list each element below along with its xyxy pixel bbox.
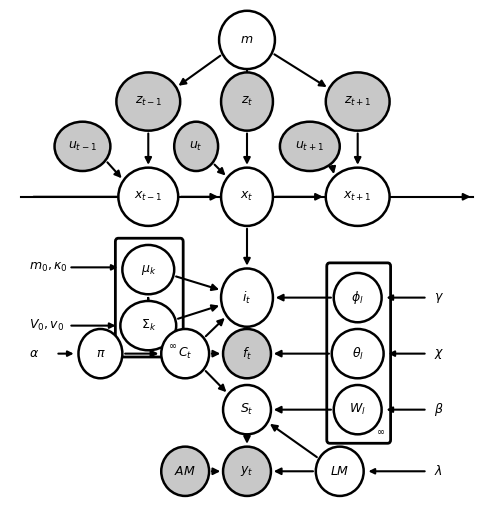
Ellipse shape	[117, 72, 180, 130]
Ellipse shape	[316, 447, 364, 496]
Text: $z_{t-1}$: $z_{t-1}$	[134, 95, 162, 108]
Text: $\beta$: $\beta$	[434, 401, 444, 418]
Text: $z_t$: $z_t$	[241, 95, 253, 108]
Text: $m_0, \kappa_0$: $m_0, \kappa_0$	[29, 261, 68, 274]
Ellipse shape	[326, 72, 390, 130]
Ellipse shape	[223, 329, 271, 378]
Text: $f_t$: $f_t$	[242, 346, 252, 362]
Text: $\infty$: $\infty$	[168, 340, 177, 350]
Text: $C_t$: $C_t$	[178, 346, 192, 361]
Ellipse shape	[334, 385, 382, 435]
Text: $i_t$: $i_t$	[243, 289, 251, 306]
Ellipse shape	[280, 121, 340, 171]
Ellipse shape	[161, 447, 209, 496]
FancyBboxPatch shape	[116, 238, 183, 357]
Text: $\lambda$: $\lambda$	[434, 464, 443, 478]
Text: $\chi$: $\chi$	[434, 347, 445, 361]
Ellipse shape	[334, 273, 382, 322]
FancyBboxPatch shape	[327, 263, 391, 444]
Text: $x_t$: $x_t$	[240, 190, 254, 203]
Text: $y_t$: $y_t$	[240, 464, 254, 478]
Ellipse shape	[223, 447, 271, 496]
Text: $x_{t-1}$: $x_{t-1}$	[134, 190, 163, 203]
Text: $V_0, v_0$: $V_0, v_0$	[29, 318, 64, 333]
Ellipse shape	[219, 11, 275, 69]
Ellipse shape	[221, 168, 273, 226]
Ellipse shape	[221, 72, 273, 130]
Text: $W_l$: $W_l$	[349, 402, 366, 417]
Ellipse shape	[161, 329, 209, 378]
Ellipse shape	[326, 168, 390, 226]
Ellipse shape	[119, 168, 178, 226]
Ellipse shape	[223, 385, 271, 435]
Text: $z_{t+1}$: $z_{t+1}$	[344, 95, 371, 108]
Ellipse shape	[54, 121, 110, 171]
Text: $AM$: $AM$	[174, 465, 196, 478]
Ellipse shape	[221, 268, 273, 327]
Text: $\alpha$: $\alpha$	[29, 347, 39, 360]
Text: $u_{t+1}$: $u_{t+1}$	[295, 140, 324, 153]
Text: $\infty$: $\infty$	[375, 427, 385, 437]
Ellipse shape	[121, 301, 176, 350]
Text: $\gamma$: $\gamma$	[434, 290, 445, 305]
Ellipse shape	[332, 329, 384, 378]
Ellipse shape	[174, 121, 218, 171]
Text: $\pi$: $\pi$	[95, 347, 105, 360]
Text: $LM$: $LM$	[330, 465, 349, 478]
Text: $S_t$: $S_t$	[240, 402, 254, 417]
Ellipse shape	[123, 245, 174, 294]
Text: $\Sigma_k$: $\Sigma_k$	[141, 318, 156, 333]
Ellipse shape	[79, 329, 123, 378]
Text: $\theta_l$: $\theta_l$	[352, 346, 364, 362]
Text: $u_t$: $u_t$	[189, 140, 203, 153]
Text: $u_{t-1}$: $u_{t-1}$	[68, 140, 97, 153]
Text: $\phi_l$: $\phi_l$	[351, 289, 364, 306]
Text: $x_{t+1}$: $x_{t+1}$	[343, 190, 372, 203]
Text: $\mu_k$: $\mu_k$	[140, 262, 156, 277]
Text: $m$: $m$	[241, 33, 253, 46]
